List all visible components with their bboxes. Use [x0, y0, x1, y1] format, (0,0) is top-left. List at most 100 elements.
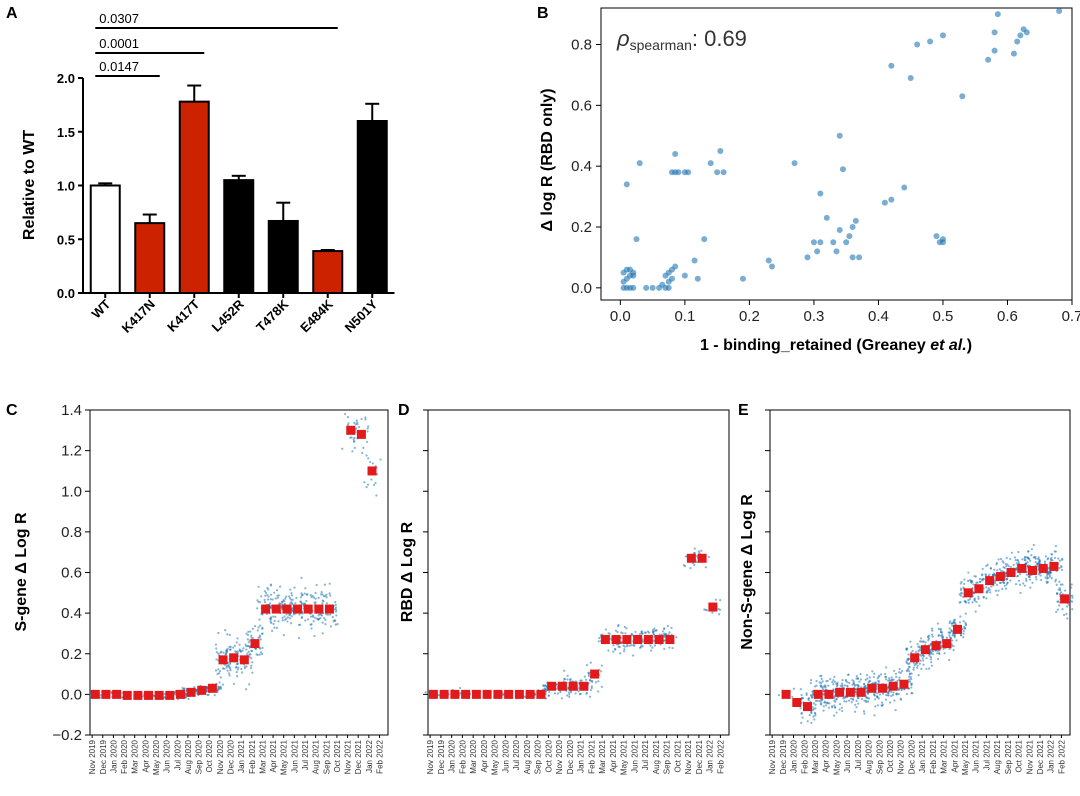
panelC-point: [263, 598, 266, 601]
panelE-point: [1055, 610, 1058, 613]
panelC-point: [247, 630, 250, 633]
panelC-point: [329, 594, 332, 597]
panelE-point: [1030, 553, 1033, 557]
panelD-point: [693, 563, 696, 567]
panelE-point: [867, 692, 870, 695]
panel-b-point: [814, 248, 821, 255]
panelE-point: [910, 651, 913, 654]
panelE-point: [930, 661, 933, 664]
panel-b-point: [717, 147, 724, 154]
panelC-point: [367, 457, 370, 460]
panelE-point: [1062, 613, 1066, 617]
panelD-xtick-label: Dec 2019: [437, 739, 446, 774]
panelC-point: [257, 585, 260, 588]
panel-b-rho: ρ: [616, 26, 630, 51]
panelC-point: [281, 619, 284, 622]
panelE-point: [917, 645, 920, 648]
panelE-point: [855, 699, 858, 702]
panelC-point: [259, 647, 262, 650]
panelD-point: [663, 639, 666, 642]
panelD-xtick-label: Nov 2020: [555, 739, 564, 774]
panelE-point: [955, 639, 958, 642]
panelE-point: [865, 687, 868, 691]
panelE-point: [917, 674, 920, 677]
panel-a-bar-e484k: [312, 250, 344, 294]
panelE-point: [962, 636, 965, 639]
panelC-point: [334, 619, 337, 623]
panelC-point: [259, 651, 263, 654]
panelC-point: [218, 681, 221, 684]
panelD-point: [620, 640, 623, 644]
panelE-point: [847, 673, 850, 676]
panelC-point: [266, 593, 269, 597]
panelE-point: [930, 664, 933, 667]
panelC-median-marker: [303, 604, 313, 614]
panelE-point: [813, 711, 817, 714]
panel-b-point: [681, 272, 688, 279]
panelC-point: [371, 462, 374, 465]
panelE-point: [822, 685, 825, 688]
panelD-point: [646, 630, 650, 633]
panelC-point: [354, 423, 357, 426]
panel-b-point: [623, 181, 630, 188]
panelE-point: [1010, 551, 1013, 554]
panelE-xtick-label: Nov 2021: [1025, 739, 1034, 774]
panelC-point: [257, 600, 260, 603]
panelE-point: [832, 683, 835, 686]
panelE-point: [905, 648, 908, 651]
panel-a-xtick-label: K417T: [164, 296, 202, 334]
panelC-ytick-label: 0.6: [61, 565, 82, 582]
panelE-point: [1018, 583, 1022, 586]
panelE-point: [928, 654, 931, 657]
panelE-xtick-label: Oct 2021: [1015, 739, 1024, 772]
panel-b-point: [620, 269, 627, 276]
panelD-median-marker: [557, 681, 567, 691]
panelD-xtick-label: Jan 2021: [577, 739, 586, 772]
panelD-point: [607, 649, 610, 652]
panelE-median-marker: [1017, 563, 1027, 573]
panelD-point: [704, 566, 707, 569]
panelE-point: [952, 620, 955, 623]
panelD-point: [628, 644, 631, 647]
panelE-point: [928, 634, 931, 637]
panelE-point: [1015, 568, 1018, 571]
panel-b-point: [991, 29, 998, 36]
panel-b-point: [901, 184, 908, 191]
panelE-point: [1016, 559, 1019, 562]
panelC-point: [341, 447, 344, 450]
panelE-point: [806, 720, 809, 723]
panelE-point: [1034, 556, 1037, 559]
panelD-median-marker: [514, 689, 524, 699]
panel-b-xlabel-suffix: ): [967, 337, 972, 354]
panelD-point: [675, 636, 678, 639]
panelC-point: [245, 665, 248, 668]
panelE-median-marker: [920, 645, 930, 655]
panelC-point: [294, 602, 297, 605]
panelD-point: [626, 643, 629, 646]
panelE-point: [862, 710, 866, 713]
panelE-xtick-label: Jul 2021: [982, 739, 991, 770]
panelC-point: [250, 636, 253, 639]
panelD-point: [684, 555, 687, 558]
panelC-point: [353, 436, 356, 439]
panelC-point: [235, 663, 238, 666]
panelE-point: [973, 599, 976, 602]
panelC-point: [321, 602, 324, 605]
panelE-point: [893, 669, 896, 672]
panelC-point: [372, 483, 376, 487]
panelC-point: [300, 601, 303, 605]
panelE-point: [868, 676, 871, 679]
panelE-xtick-label: Apr 2020: [822, 739, 831, 772]
panelC-xtick-label: Apr 2020: [141, 739, 150, 772]
panelE-point: [1001, 587, 1004, 591]
panelE-point: [949, 637, 952, 640]
panelD-point: [641, 638, 644, 641]
panelC-point: [247, 650, 250, 653]
panelC-point: [313, 634, 316, 638]
panelC-point: [235, 671, 238, 674]
panelC-point: [322, 595, 325, 598]
panelE-point: [1025, 556, 1028, 559]
panelE-point: [909, 676, 912, 679]
panelC-xtick-label: Sep 2020: [195, 739, 204, 774]
